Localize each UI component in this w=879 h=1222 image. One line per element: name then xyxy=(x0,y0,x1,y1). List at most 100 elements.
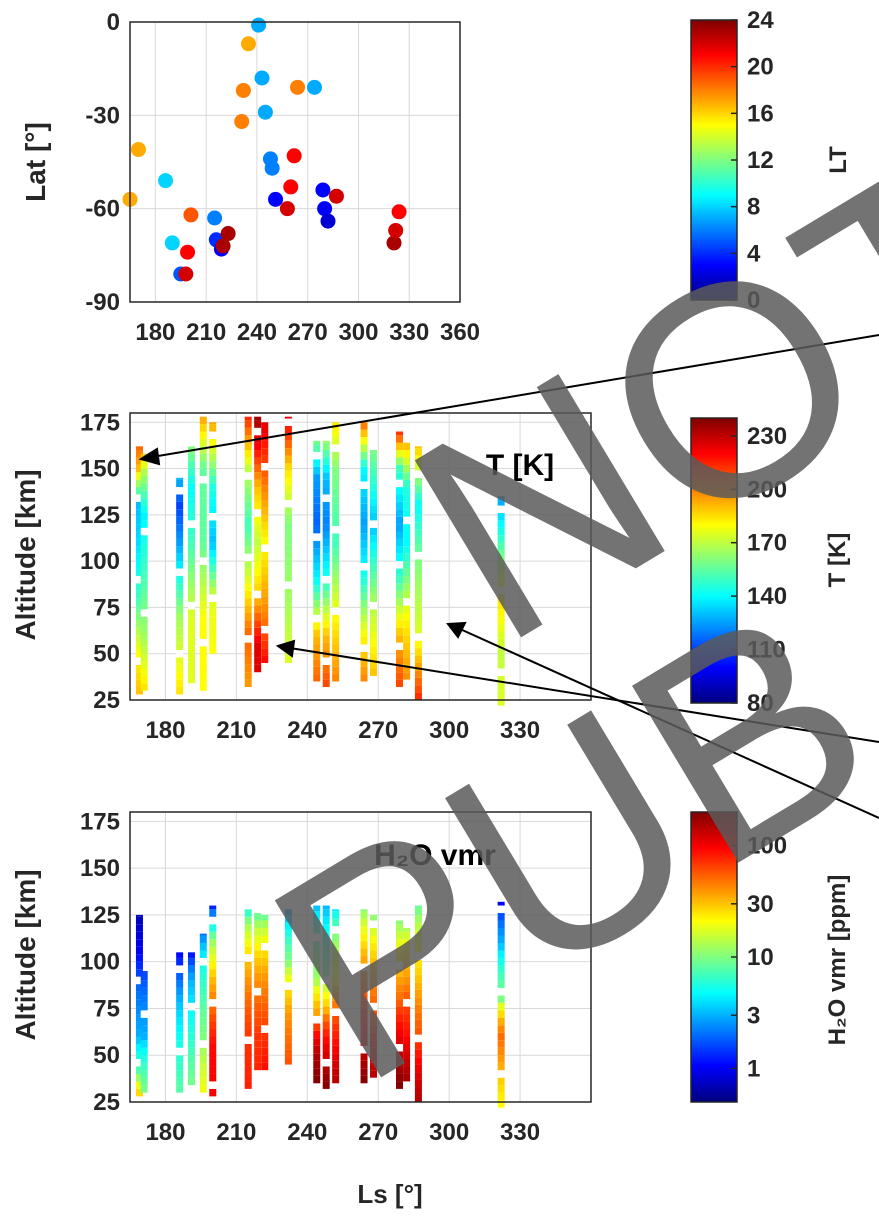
profile-cell xyxy=(176,635,184,643)
profile-cell xyxy=(414,559,422,567)
profile-column xyxy=(176,477,184,695)
profile-cell xyxy=(244,509,252,517)
profile-cell xyxy=(370,987,378,996)
profile-cell xyxy=(209,905,217,910)
profile-cell xyxy=(497,698,505,706)
profile-cell xyxy=(284,618,292,626)
profile-cell xyxy=(360,993,368,1001)
profile-cell xyxy=(360,986,368,994)
profile-cell xyxy=(414,1042,422,1050)
profile-cell xyxy=(176,1002,184,1011)
profile-cell xyxy=(244,1021,252,1030)
profile-cell xyxy=(261,1047,269,1056)
profile-cell xyxy=(261,529,269,538)
x-tick-label: 300 xyxy=(429,717,469,744)
profile-cell xyxy=(135,568,143,576)
profile-cell xyxy=(332,1015,340,1024)
profile-cell xyxy=(322,472,330,480)
profile-cell xyxy=(140,483,148,491)
profile-cell xyxy=(284,611,292,619)
profile-cell xyxy=(187,987,195,996)
profile-cell xyxy=(284,418,292,426)
profile-cell xyxy=(140,987,148,996)
profile-cell xyxy=(254,1047,262,1056)
callout-arrows xyxy=(138,334,879,819)
profile-cell xyxy=(313,918,321,927)
profile-cell xyxy=(360,918,368,927)
profile-cell xyxy=(187,1025,195,1033)
profile-cell xyxy=(261,942,269,951)
profile-column xyxy=(360,909,368,1084)
profile-cell xyxy=(396,464,404,473)
profile-cell xyxy=(497,579,505,588)
profile-cell xyxy=(284,559,292,567)
profile-cell xyxy=(414,462,422,471)
profile-cell xyxy=(244,598,252,606)
profile-cell xyxy=(313,629,321,638)
profile-cell xyxy=(396,431,404,436)
profile-cell xyxy=(332,585,340,593)
profile-cell xyxy=(176,965,184,973)
panel-title: H₂O vmr xyxy=(374,839,496,872)
profile-cell xyxy=(254,1070,262,1078)
profile-cell xyxy=(244,435,252,443)
plot-area xyxy=(130,812,591,1102)
scatter-point xyxy=(264,160,280,176)
profile-cell xyxy=(261,448,269,456)
profile-column xyxy=(244,909,252,1089)
profile-cell xyxy=(199,609,207,617)
profile-cell xyxy=(370,475,378,484)
profile-cell xyxy=(497,557,505,565)
profile-cell xyxy=(140,668,148,676)
profile-cell xyxy=(414,982,422,990)
profile-cell xyxy=(396,494,404,502)
profile-cell xyxy=(199,557,207,565)
profile-cell xyxy=(497,1025,505,1033)
profile-cell xyxy=(313,503,321,512)
profile-cell xyxy=(199,550,207,558)
profile-cell xyxy=(322,991,330,1000)
profile-cell xyxy=(135,538,143,547)
profile-cell xyxy=(497,1070,505,1078)
profile-cell xyxy=(209,594,217,602)
profile-cell xyxy=(414,448,422,456)
y-tick-label: 0 xyxy=(107,9,120,36)
profile-cell xyxy=(322,969,330,977)
profile-cell xyxy=(370,935,378,943)
profile-cell xyxy=(370,1040,378,1048)
profile-cell xyxy=(322,598,330,606)
profile-cell xyxy=(187,527,195,536)
profile-cell xyxy=(403,598,411,606)
profile-column xyxy=(209,422,217,654)
profile-cell xyxy=(322,440,330,443)
y-axis-label: Altitude [km] xyxy=(10,869,41,1040)
profile-cell xyxy=(135,1073,143,1082)
profile-cell xyxy=(322,620,330,628)
profile-cell xyxy=(261,603,269,612)
profile-cell xyxy=(187,440,195,447)
profile-cell xyxy=(176,1047,184,1056)
profile-cell xyxy=(497,661,505,669)
profile-cell xyxy=(497,928,505,936)
profile-cell xyxy=(360,585,368,593)
profile-cell xyxy=(199,564,207,573)
profile-cell xyxy=(209,468,217,476)
profile-cell xyxy=(261,485,269,493)
profile-column xyxy=(284,416,292,663)
profile-cell xyxy=(313,911,321,919)
profile-cell xyxy=(284,477,292,486)
profile-cell xyxy=(497,1092,505,1101)
profile-cell xyxy=(370,594,378,602)
profile-cell xyxy=(187,972,195,981)
profile-cell xyxy=(135,1006,143,1015)
profile-cell xyxy=(199,980,207,988)
profile-cell xyxy=(414,603,422,612)
profile-cell xyxy=(244,999,252,1007)
profile-cell xyxy=(135,991,143,1000)
profile-cell xyxy=(370,920,378,928)
profile-column xyxy=(199,416,207,691)
colorbar-tick-label: 4 xyxy=(747,240,761,267)
profile-cell xyxy=(497,913,505,921)
profile-cell xyxy=(140,1070,148,1078)
profile-cell xyxy=(284,588,292,597)
